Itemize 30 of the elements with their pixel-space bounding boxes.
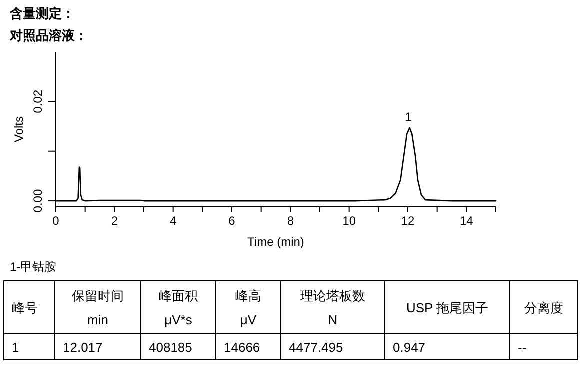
x-tick-label: 6 (228, 214, 236, 228)
y-tick-label: 0.02 (31, 90, 45, 114)
text: -- (518, 340, 527, 355)
y-axis-title: Volts (12, 116, 26, 143)
text: 1-甲钴胺 (10, 260, 57, 274)
x-tick-label: 12 (401, 214, 415, 228)
x-tick-label: 2 (111, 214, 118, 228)
chart-title: 含量测定： (9, 6, 75, 21)
chart-subtitle: 对照品溶液： (9, 28, 88, 43)
annotation: 1 (405, 110, 412, 124)
text: 12.017 (63, 340, 103, 355)
text: 峰号 (12, 300, 38, 316)
text: USP 拖尾因子 (406, 300, 489, 316)
x-axis-title: Time (min) (248, 235, 304, 249)
text: 保留时间 min (72, 288, 124, 328)
text: 1 (12, 340, 20, 355)
text: 分离度 (524, 300, 564, 316)
text: 4477.495 (289, 340, 344, 355)
text: 理论塔板数 N (300, 288, 366, 328)
text: 峰高 μV (236, 288, 262, 328)
text: 408185 (149, 340, 192, 355)
y-tick-label: 0.00 (31, 189, 45, 213)
x-tick-label: 10 (342, 214, 356, 228)
text: 0.947 (393, 340, 426, 355)
x-tick-label: 0 (52, 214, 60, 228)
x-tick-label: 4 (170, 214, 177, 228)
x-tick-label: 14 (460, 214, 474, 228)
x-tick-label: 8 (287, 214, 294, 228)
text: 14666 (224, 340, 260, 355)
text: 峰面积 μV*s (159, 288, 198, 328)
